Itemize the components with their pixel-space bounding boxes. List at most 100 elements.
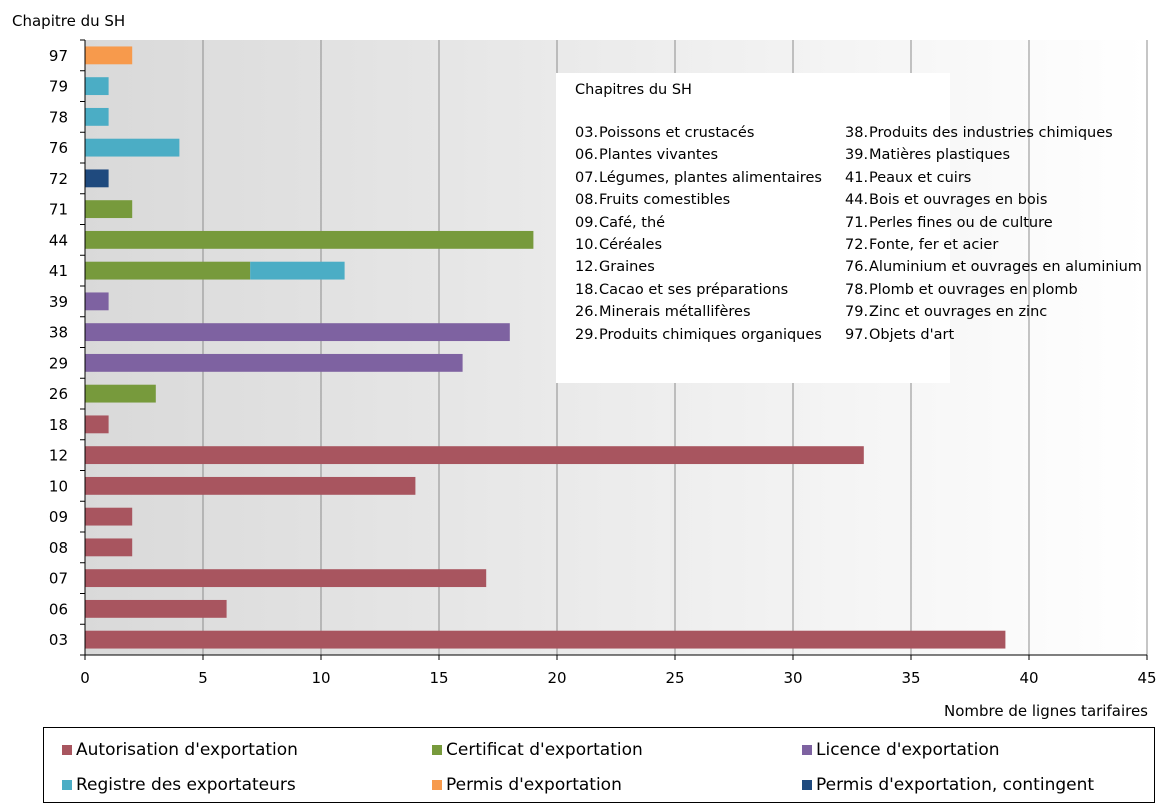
x-tick-label: 45 [1137, 669, 1156, 687]
note-text: Plomb et ouvrages en plomb [869, 281, 1078, 298]
note-item: 39. Matières plastiques [845, 147, 1145, 164]
bar-26-series-1 [85, 384, 156, 403]
note-item: 76. Aluminium et ouvrages en aluminium [845, 259, 1145, 276]
x-tick-label: 20 [547, 669, 566, 687]
legend-swatch [802, 745, 812, 755]
note-code: 72. [845, 237, 869, 254]
legend-swatch [62, 780, 72, 790]
note-title: Chapitres du SH [575, 82, 692, 98]
note-code: 39. [845, 147, 869, 164]
note-code: 29. [575, 326, 599, 343]
x-tick-label: 15 [429, 669, 448, 687]
note-text: Objets d'art [869, 326, 955, 343]
y-tick-label: 10 [49, 477, 68, 495]
bar-07-series-0 [85, 569, 487, 588]
note-item: 29. Produits chimiques organiques [575, 327, 845, 344]
legend-item: Licence d'exportation [802, 740, 1000, 760]
bar-18-series-0 [85, 415, 109, 434]
y-tick-label: 76 [49, 139, 68, 157]
note-item: 71. Perles fines ou de culture [845, 215, 1145, 232]
legend-item: Registre des exportateurs [62, 775, 296, 795]
x-tick-label: 5 [198, 669, 208, 687]
bar-10-series-0 [85, 476, 416, 495]
note-item: 03. Poissons et crustacés [575, 125, 845, 142]
y-tick-label: 26 [49, 385, 68, 403]
y-tick-label: 07 [49, 570, 68, 588]
y-tick-label: 71 [49, 201, 68, 219]
x-axis-title: Nombre de lignes tarifaires [944, 702, 1148, 720]
note-code: 18. [575, 281, 599, 298]
note-item: 97. Objets d'art [845, 327, 1145, 344]
note-text: Zinc et ouvrages en zinc [869, 304, 1048, 321]
legend-swatch [432, 745, 442, 755]
x-tick-label: 35 [901, 669, 920, 687]
note-text: Fonte, fer et acier [869, 237, 999, 254]
note-code: 76. [845, 259, 869, 276]
y-tick-label: 18 [49, 416, 68, 434]
note-code: 41. [845, 169, 869, 186]
bar-72-series-5 [85, 169, 109, 188]
note-text: Produits des industries chimiques [869, 125, 1113, 141]
note-column-right: 38. Produits des industries chimiques 39. M… [845, 125, 1145, 349]
legend-swatch [432, 780, 442, 790]
note-text: Perles fines ou de culture [869, 214, 1053, 231]
legend-item: Permis d'exportation, contingent [802, 775, 1094, 795]
legend-label: Autorisation d'exportation [76, 740, 298, 760]
y-tick-label: 78 [49, 108, 68, 126]
x-tick-label: 10 [311, 669, 330, 687]
legend: Autorisation d'exportation Certificat d'e… [43, 727, 1155, 803]
note-code: 12. [575, 259, 599, 276]
note-item: 07. Légumes, plantes alimentaires [575, 170, 845, 187]
y-tick-label: 44 [49, 231, 68, 249]
note-code: 08. [575, 192, 599, 209]
bar-44-series-1 [85, 230, 534, 249]
bar-78-series-3 [85, 107, 109, 126]
legend-item: Permis d'exportation [432, 775, 622, 795]
note-item: 44. Bois et ouvrages en bois [845, 192, 1145, 209]
note-item: 72. Fonte, fer et acier [845, 237, 1145, 254]
bar-76-series-3 [85, 138, 180, 157]
note-item: 10. Céréales [575, 237, 845, 254]
note-item: 09. Café, thé [575, 215, 845, 232]
note-text: Graines [599, 259, 655, 276]
legend-label: Permis d'exportation, contingent [816, 775, 1095, 795]
bar-41-series-3 [250, 261, 345, 280]
y-axis-title: Chapitre du SH [12, 12, 126, 30]
note-text: Céréales [599, 237, 662, 254]
note-text: Produits chimiques organiques [599, 326, 822, 343]
y-tick-label: 09 [49, 508, 68, 526]
y-tick-label: 38 [49, 324, 68, 342]
note-text: Café, thé [599, 214, 666, 231]
legend-label: Certificat d'exportation [446, 740, 643, 760]
bar-39-series-2 [85, 292, 109, 311]
note-text: Poissons et crustacés [599, 125, 755, 141]
bar-97-series-4 [85, 46, 133, 65]
note-item: 18. Cacao et ses préparations [575, 282, 845, 299]
note-text: Aluminium et ouvrages en aluminium [869, 259, 1142, 276]
bar-09-series-0 [85, 507, 133, 526]
legend-item: Autorisation d'exportation [62, 740, 298, 760]
y-tick-label: 08 [49, 539, 68, 557]
note-code: 03. [575, 125, 599, 141]
note-text: Bois et ouvrages en bois [869, 192, 1048, 209]
note-code: 97. [845, 326, 869, 343]
legend-item: Certificat d'exportation [432, 740, 643, 760]
bar-06-series-0 [85, 599, 227, 618]
bar-29-series-2 [85, 353, 463, 372]
legend-label: Licence d'exportation [816, 740, 1000, 760]
y-tick-label: 39 [49, 293, 68, 311]
y-tick-label: 79 [49, 78, 68, 96]
legend-label: Registre des exportateurs [76, 775, 296, 795]
y-tick-label: 97 [49, 47, 68, 65]
legend-label: Permis d'exportation [446, 775, 622, 795]
note-code: 09. [575, 214, 599, 231]
x-tick-label: 0 [80, 669, 90, 687]
note-code: 38. [845, 125, 869, 141]
x-tick-label: 30 [783, 669, 802, 687]
note-code: 71. [845, 214, 869, 231]
note-code: 07. [575, 169, 599, 186]
hs-chapter-note: Chapitres du SH 03. Poissons et crustacés… [556, 73, 1142, 383]
note-text: Cacao et ses préparations [599, 281, 789, 298]
legend-swatch [62, 745, 72, 755]
note-code: 26. [575, 304, 599, 321]
